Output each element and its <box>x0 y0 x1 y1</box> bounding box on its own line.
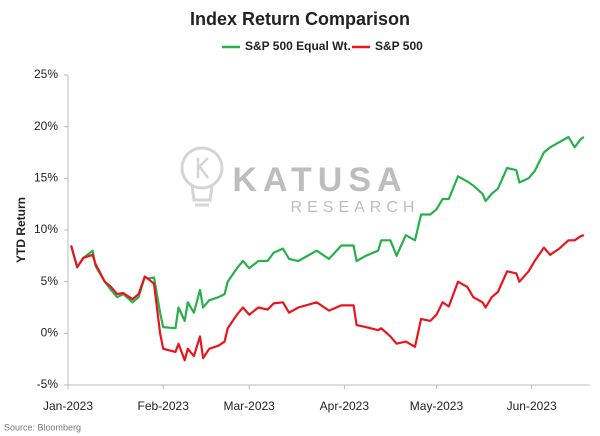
series-line <box>70 234 585 362</box>
x-tick-label: Feb-2023 <box>138 399 190 413</box>
watermark-logo <box>180 146 224 207</box>
y-tick-label: 5% <box>41 274 59 288</box>
x-tick-label: May-2023 <box>410 399 464 413</box>
chart-title: Index Return Comparison <box>190 9 410 29</box>
x-tick-label: Jun-2023 <box>507 399 557 413</box>
x-tick-label: Apr-2023 <box>320 399 370 413</box>
watermark-text: KATUSA <box>232 161 407 199</box>
y-tick-label: -5% <box>37 377 59 391</box>
y-axis-label: YTD Return <box>14 197 28 263</box>
y-tick-label: 25% <box>34 67 58 81</box>
y-tick-label: 10% <box>34 222 58 236</box>
x-tick-label: Mar-2023 <box>223 399 275 413</box>
legend-label: S&P 500 Equal Wt. <box>245 39 351 53</box>
y-tick-label: 0% <box>41 326 59 340</box>
y-tick-label: 20% <box>34 119 58 133</box>
source-note: Source: Bloomberg <box>4 422 81 432</box>
x-tick-label: Jan-2023 <box>43 399 93 413</box>
legend-label: S&P 500 <box>375 39 423 53</box>
y-tick-label: 15% <box>34 171 58 185</box>
watermark-subtext: RESEARCH <box>291 199 420 216</box>
